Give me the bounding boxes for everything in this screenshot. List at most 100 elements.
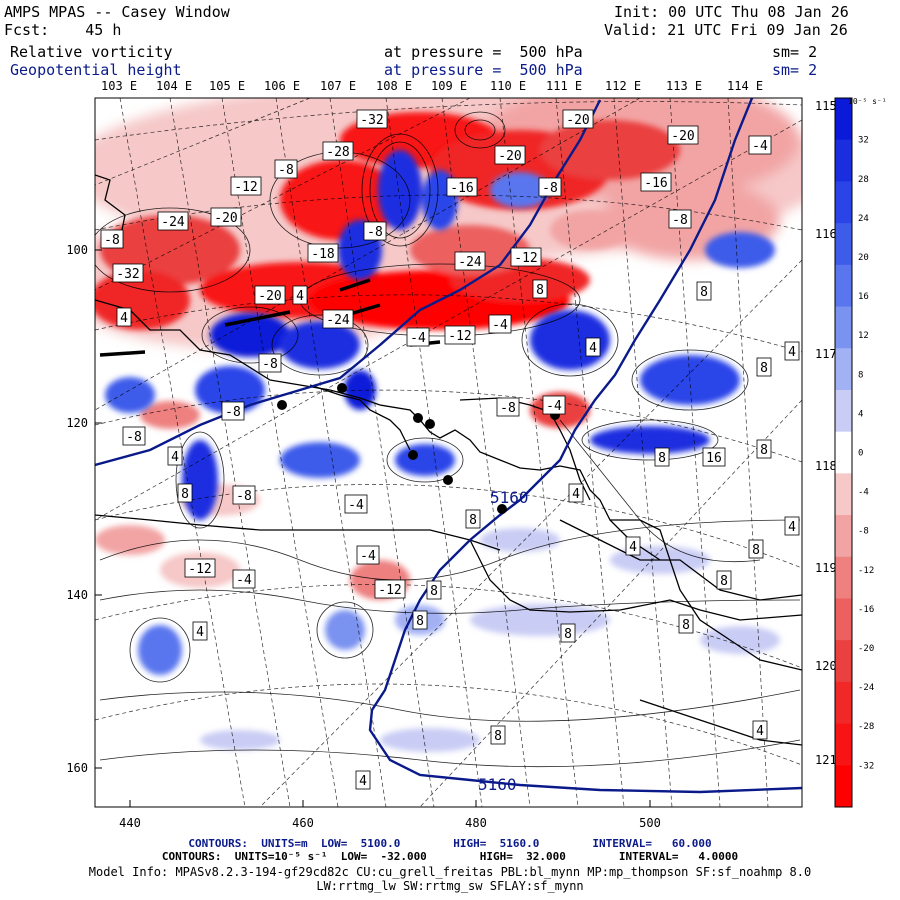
vorticity-label: 8 <box>412 610 428 630</box>
vorticity-label: -20 <box>210 207 242 227</box>
colorbar-label: -24 <box>858 683 874 693</box>
vorticity-label: 8 <box>756 439 772 459</box>
svg-text:-8: -8 <box>104 233 120 248</box>
svg-text:4: 4 <box>171 450 179 465</box>
lon-label-top: 108 E <box>376 79 412 93</box>
svg-text:-4: -4 <box>360 549 376 564</box>
vorticity-label: 4 <box>292 285 308 305</box>
svg-text:-20: -20 <box>498 149 521 164</box>
svg-text:-16: -16 <box>644 176 667 191</box>
y-tick-100: 100 <box>66 243 88 257</box>
vorticity-label: 4 <box>192 621 208 641</box>
svg-text:-20: -20 <box>671 129 694 144</box>
vorticity-label: -8 <box>496 397 520 417</box>
lon-label-top: 105 E <box>209 79 245 93</box>
vorticity-label: -4 <box>356 545 380 565</box>
svg-text:-8: -8 <box>126 430 142 445</box>
vorticity-label: 8 <box>426 580 442 600</box>
vorticity-label: 8 <box>490 725 506 745</box>
svg-text:4: 4 <box>589 341 597 356</box>
colorbar-swatch <box>835 640 852 683</box>
vorticity-label: -32 <box>356 109 388 129</box>
lon-label-top: 104 E <box>156 79 192 93</box>
vorticity-label: -4 <box>542 395 566 415</box>
vorticity-label: 4 <box>116 307 132 327</box>
vorticity-label: 8 <box>696 281 712 301</box>
vorticity-label: -4 <box>488 314 512 334</box>
valid-time: Valid: 21 UTC Fri 09 Jan 26 <box>604 21 848 39</box>
vorticity-label: -8 <box>258 353 282 373</box>
vorticity-label: -8 <box>232 485 256 505</box>
svg-text:4: 4 <box>629 540 637 555</box>
colorbar-labels: 32 28 24 20 16 12 8 4 0 -4 -8 -12 -16 -20 -24 -28 -32 <box>858 136 874 772</box>
vorticity-label: 4 <box>167 446 183 466</box>
svg-text:-4: -4 <box>546 399 562 414</box>
field1-smoothing: sm= 2 <box>772 43 818 61</box>
vorticity-label: -8 <box>668 209 692 229</box>
vorticity-label: 8 <box>756 357 772 377</box>
svg-text:-4: -4 <box>236 573 252 588</box>
plot-frame <box>94 97 803 808</box>
svg-text:16: 16 <box>706 451 722 466</box>
svg-text:-24: -24 <box>161 215 185 230</box>
colorbar-swatch <box>835 598 852 641</box>
y-tick-120: 120 <box>66 416 88 430</box>
field2-name: Geopotential height <box>10 61 182 79</box>
station-markers <box>277 383 560 514</box>
vorticity-label: -8 <box>538 177 562 197</box>
field2-smoothing: sm= 2 <box>772 61 818 79</box>
init-time: Init: 00 UTC Thu 08 Jan 26 <box>614 3 849 21</box>
vorticity-label: 4 <box>784 341 800 361</box>
colorbar-label: 28 <box>858 175 869 185</box>
footer-physics-info: LW:rrtmg_lw SW:rrtmg_sw SFLAY:sf_mynn <box>316 879 584 893</box>
vorticity-label: -4 <box>344 494 368 514</box>
vorticity-label: -12 <box>374 579 406 599</box>
svg-text:4: 4 <box>756 724 764 739</box>
svg-text:-8: -8 <box>278 163 294 178</box>
svg-text:8: 8 <box>494 729 502 744</box>
vorticity-label: -8 <box>274 159 298 179</box>
y-tick-160: 160 <box>66 761 88 775</box>
svg-text:-12: -12 <box>188 562 211 577</box>
vorticity-field: -32 -20 -20 -28 -20 -4 -12 -8 -16 -24 -20 -16 -8 -8 -1… <box>95 98 802 807</box>
svg-text:4: 4 <box>196 625 204 640</box>
svg-text:8: 8 <box>658 451 666 466</box>
vorticity-label: 8 <box>177 483 193 503</box>
vorticity-label: -20 <box>667 125 699 145</box>
vorticity-label: 4 <box>625 536 641 556</box>
lon-label-top: 110 E <box>490 79 526 93</box>
x-tick-460: 460 <box>292 816 314 830</box>
svg-text:-8: -8 <box>367 225 383 240</box>
colorbar-swatch <box>835 139 852 182</box>
svg-text:8: 8 <box>536 283 544 298</box>
colorbar-swatch <box>835 765 852 808</box>
colorbar-swatch <box>835 98 852 141</box>
colorbar-label: -16 <box>858 605 874 615</box>
svg-text:-12: -12 <box>234 180 257 195</box>
colorbar-label: 16 <box>858 292 869 302</box>
colorbar-swatch <box>835 723 852 766</box>
forecast-hour: Fcst: 45 h <box>4 21 122 39</box>
lon-label-top: 113 E <box>666 79 702 93</box>
vorticity-label: -32 <box>112 263 144 283</box>
colorbar-units: 10⁻⁵ s⁻¹ <box>848 97 887 106</box>
colorbar-swatch <box>835 515 852 558</box>
svg-text:-32: -32 <box>116 267 139 282</box>
vorticity-label: 4 <box>568 483 584 503</box>
height-contour-label-2: 5160 <box>478 775 517 794</box>
vorticity-label: 4 <box>355 770 371 790</box>
svg-text:-20: -20 <box>214 211 237 226</box>
svg-text:4: 4 <box>572 487 580 502</box>
lon-label-top: 103 E <box>101 79 137 93</box>
chart-title: AMPS MPAS -- Casey Window <box>4 3 230 21</box>
vorticity-label: 8 <box>560 623 576 643</box>
field2-level: at pressure = 500 hPa <box>384 61 583 79</box>
svg-text:4: 4 <box>788 345 796 360</box>
svg-text:-24: -24 <box>326 313 350 328</box>
lon-label-top: 106 E <box>264 79 300 93</box>
svg-text:-18: -18 <box>311 247 334 262</box>
svg-text:-24: -24 <box>458 255 482 270</box>
vorticity-label: -24 <box>454 251 486 271</box>
colorbar-label: -32 <box>858 761 874 771</box>
colorbar-swatch <box>835 181 852 224</box>
